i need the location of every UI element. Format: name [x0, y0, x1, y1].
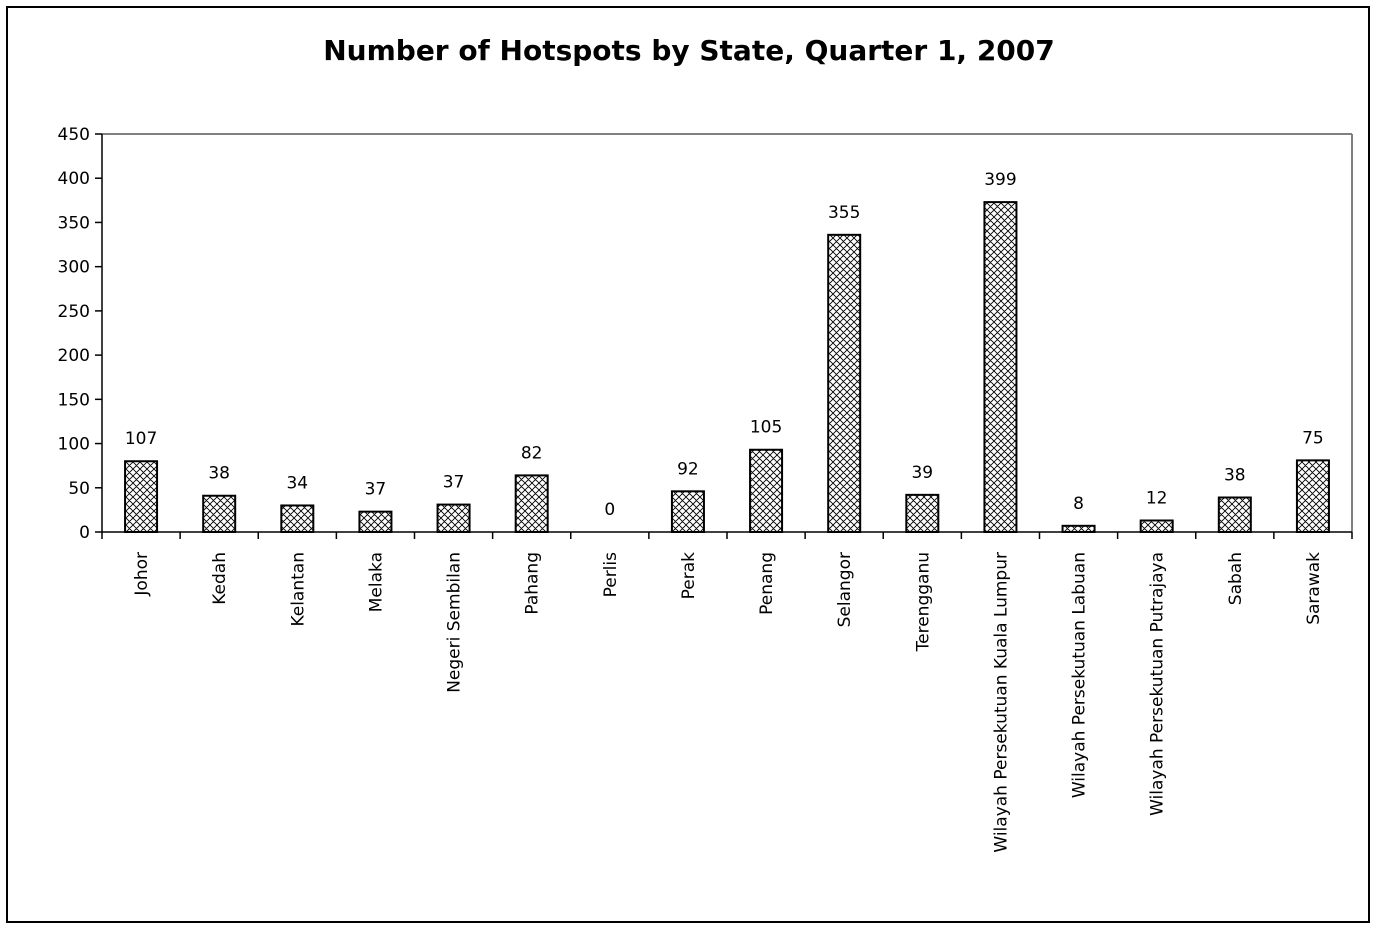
data-label-1: 38 [208, 464, 230, 484]
category-label-4: Negeri Sembilan [445, 552, 465, 693]
data-label-7: 92 [677, 459, 699, 479]
bar-8 [749, 448, 784, 534]
category-label-11: Wilayah Persekutuan Kuala Lumpur [991, 552, 1011, 853]
category-label-13: Wilayah Persekutuan Putrajaya [1148, 552, 1168, 816]
bar-13 [1139, 519, 1174, 533]
y-tick-label-7: 350 [58, 213, 90, 233]
y-tick-label-5: 250 [58, 302, 90, 322]
bar-4 [436, 503, 471, 533]
data-label-9: 355 [828, 203, 860, 223]
data-label-0: 107 [125, 429, 157, 449]
data-label-14: 38 [1224, 466, 1246, 486]
y-tick-label-2: 100 [58, 435, 90, 455]
data-label-4: 37 [443, 473, 465, 493]
data-label-5: 82 [521, 443, 543, 463]
data-label-6: 0 [604, 500, 615, 520]
category-label-9: Selangor [835, 552, 855, 627]
category-label-14: Sabah [1226, 552, 1246, 605]
bar-2 [280, 504, 315, 534]
data-label-10: 39 [911, 463, 933, 483]
bar-7 [670, 490, 705, 533]
category-label-5: Pahang [523, 552, 543, 615]
y-tick-label-3: 150 [58, 390, 90, 410]
bar-10 [905, 493, 940, 533]
bar-1 [202, 494, 237, 533]
y-tick-label-4: 200 [58, 346, 90, 366]
plot-area: 0 50 100 150 200 250 300 350 400 450 107 Johor 38 Ked… [58, 125, 1353, 853]
bar-11 [983, 201, 1018, 533]
data-label-13: 12 [1146, 489, 1168, 509]
y-tick-label-0: 0 [79, 523, 90, 543]
bar-12 [1061, 524, 1096, 534]
chart-frame [6, 6, 1370, 923]
category-label-8: Penang [757, 552, 777, 615]
category-label-15: Sarawak [1304, 552, 1324, 625]
category-label-12: Wilayah Persekutuan Labuan [1070, 552, 1090, 798]
bar-14 [1217, 496, 1252, 533]
y-tick-label-6: 300 [58, 258, 90, 278]
category-label-2: Kelantan [288, 552, 308, 627]
data-label-12: 8 [1073, 494, 1084, 514]
category-label-7: Perak [679, 552, 699, 600]
data-label-8: 105 [750, 418, 782, 438]
bar-9 [827, 233, 862, 533]
data-label-15: 75 [1302, 428, 1324, 448]
category-label-10: Terengganu [913, 552, 933, 652]
y-tick-label-9: 450 [58, 125, 90, 145]
y-tick-label-1: 50 [68, 479, 90, 499]
category-label-1: Kedah [210, 552, 230, 605]
data-label-11: 399 [984, 170, 1016, 190]
bar-0 [124, 460, 159, 533]
bar-3 [358, 510, 393, 533]
bar-15 [1295, 459, 1330, 533]
chart-title: Number of Hotspots by State, Quarter 1, … [323, 34, 1055, 67]
category-label-3: Melaka [366, 552, 386, 612]
category-label-6: Perlis [601, 552, 621, 598]
bar-5 [514, 474, 549, 534]
category-label-0: Johor [132, 552, 152, 597]
y-tick-label-8: 400 [58, 169, 90, 189]
data-label-3: 37 [365, 480, 387, 500]
data-label-2: 34 [286, 473, 308, 493]
